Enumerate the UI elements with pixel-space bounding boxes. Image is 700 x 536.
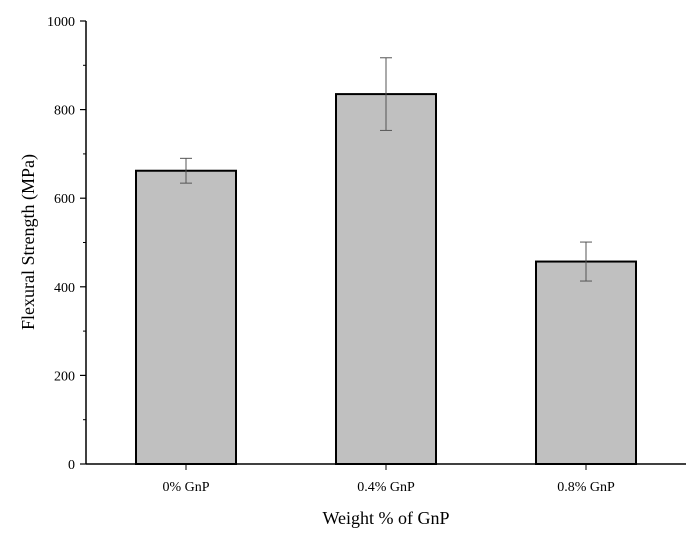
bar-3 xyxy=(535,260,637,466)
bar-2 xyxy=(335,93,437,465)
y-tick-label-800: 800 xyxy=(54,104,75,119)
y-axis-title: Flexural Strength (MPa) xyxy=(18,154,39,330)
y-ticks-group: 0 200 400 600 800 1000 xyxy=(47,15,86,473)
x-tick-label-1: 0% GnP xyxy=(162,480,209,495)
y-tick-label-200: 200 xyxy=(54,369,75,384)
x-ticks-group: 0% GnP 0.4% GnP 0.8% GnP xyxy=(162,464,615,495)
error-bars-group xyxy=(180,57,592,282)
bar-1 xyxy=(135,169,237,465)
y-tick-label-0: 0 xyxy=(68,458,75,473)
y-tick-label-600: 600 xyxy=(54,192,75,207)
x-axis-title: Weight % of GnP xyxy=(322,508,449,528)
bars-group xyxy=(135,93,637,466)
y-tick-label-1000: 1000 xyxy=(47,15,75,30)
y-tick-label-400: 400 xyxy=(54,281,75,296)
x-tick-label-2: 0.4% GnP xyxy=(357,480,415,495)
x-tick-label-3: 0.8% GnP xyxy=(557,480,615,495)
